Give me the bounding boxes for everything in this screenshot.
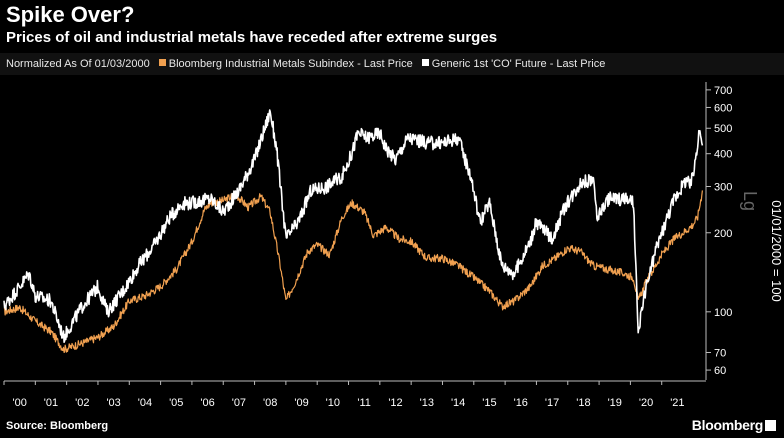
brand-text: Bloomberg [691,417,764,433]
x-tick-label: '21 [670,397,684,409]
chart-subtitle: Prices of oil and industrial metals have… [6,29,498,46]
x-tick-label: '11 [357,397,371,409]
legend-metals-label: Bloomberg Industrial Metals Subindex - L… [168,58,413,70]
metals-series-line [3,190,703,353]
source-note: Source: Bloomberg [6,420,109,432]
x-tick-label: '16 [514,397,528,409]
y-tick-label: 700 [714,85,732,97]
log-scale-label: Lg [740,191,760,211]
y-tick-label: 300 [714,182,732,194]
chart-area: 60 70 100 200 300 400 500 600 700 '00 '01 '02 '03 '04… [3,82,784,409]
x-tick-label: '04 [138,397,152,409]
chart-title: Spike Over? [6,2,135,27]
y-tick-label: 60 [714,365,726,377]
x-tick-label: '09 [294,397,308,409]
x-tick-label: '06 [200,397,214,409]
legend-bar [0,53,784,75]
x-tick-label: '08 [263,397,277,409]
x-tick-label: '02 [75,397,89,409]
x-tick-label: '12 [388,397,402,409]
x-tick-label: '10 [326,397,340,409]
x-tick-label: '05 [169,397,183,409]
y-tick-label: 200 [714,228,732,240]
y-tick-label: 400 [714,149,732,161]
y-tick-label: 600 [714,102,732,114]
x-tick-label: '14 [451,397,465,409]
y-tick-label: 500 [714,123,732,135]
legend-normalized-label: Normalized As Of 01/03/2000 [6,58,150,70]
legend-oil-label: Generic 1st 'CO' Future - Last Price [431,58,606,70]
x-tick-label: '03 [106,397,120,409]
x-tick-label: '18 [576,397,590,409]
bloomberg-logo: Bloomberg [692,417,776,433]
x-tick-label: '15 [482,397,496,409]
y-tick-label: 100 [714,307,732,319]
x-tick-label: '01 [44,397,58,409]
x-tick-label: '07 [232,397,246,409]
legend: Normalized As Of 01/03/2000 Bloomberg In… [6,57,605,71]
x-tick-label: '20 [639,397,653,409]
brand-mark-icon [765,420,776,431]
x-tick-label: '17 [545,397,559,409]
x-tick-label: '13 [420,397,434,409]
legend-metals-swatch [158,59,166,66]
oil-series-line [3,109,704,344]
legend-oil-swatch [421,59,429,66]
x-tick-label: '00 [12,397,26,409]
y-axis-label: 01/01/2000 = 100 [769,200,784,302]
x-tick-label: '19 [608,397,622,409]
y-tick-label: 70 [714,347,726,359]
